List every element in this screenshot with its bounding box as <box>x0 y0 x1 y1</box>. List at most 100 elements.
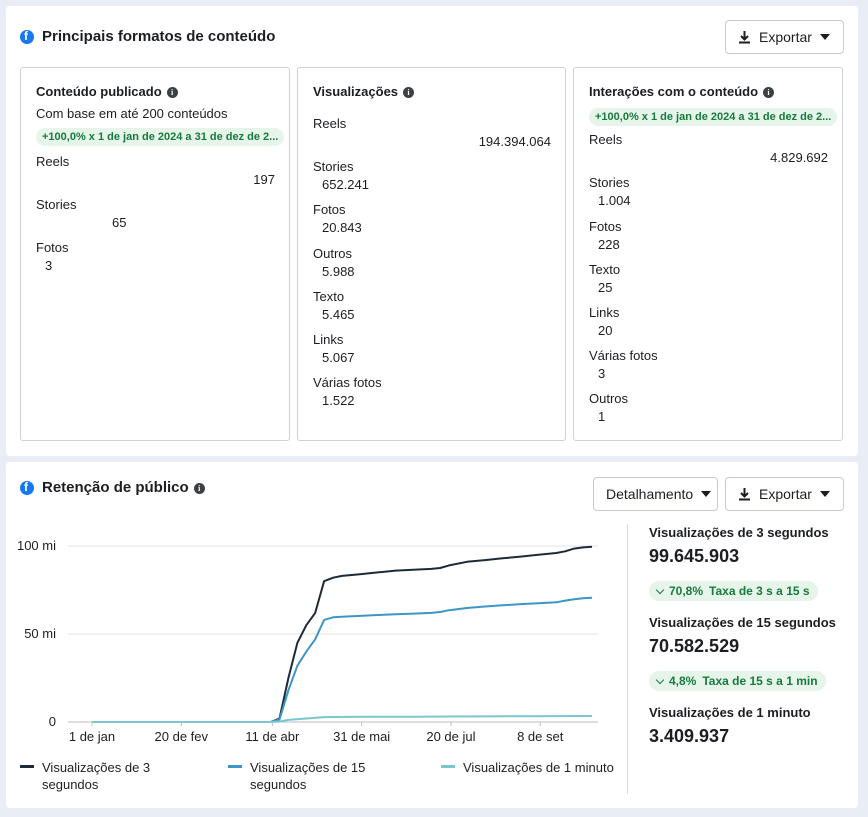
rate-percent: 4,8% <box>669 674 697 688</box>
breakdown-dropdown[interactable]: Detalhamento <box>593 477 718 511</box>
content-formats-card: Principais formatos de conteúdo Exportar… <box>6 6 858 456</box>
row-label: Stories <box>589 175 630 190</box>
rate-3s-15s-badge: 70,8% Taxa de 3 s a 15 s <box>649 581 818 601</box>
export-button[interactable]: Exportar <box>725 20 844 54</box>
row-value: 3 <box>598 366 606 381</box>
interactions-panel: Interações com o conteúdo i +100,0% x 1 d… <box>573 67 843 441</box>
comparison-badge: +100,0% x 1 de jan de 2024 a 31 de dez d… <box>36 128 285 146</box>
legend-swatch <box>441 765 455 768</box>
row-label: Stories <box>313 159 354 174</box>
export-button-label: Exportar <box>759 29 812 45</box>
row-label: Fotos <box>36 240 69 255</box>
x-tick-label: 8 de set <box>517 729 564 744</box>
row-value: 1 <box>598 409 606 424</box>
series-line-15s <box>92 596 593 723</box>
legend-label: Visualizações de 3 segundos <box>42 760 151 792</box>
legend-swatch <box>20 765 34 768</box>
download-icon <box>738 30 751 44</box>
row-label: Outros <box>589 391 629 406</box>
retention-line-chart: 0 50 mi 100 mi 1 de jan 20 de fev 11 de abr 31… <box>17 538 598 744</box>
chevron-down-icon <box>819 491 830 497</box>
x-tick-label: 31 de mai <box>333 729 390 744</box>
info-icon[interactable]: i <box>763 87 775 99</box>
row-value: 25 <box>598 280 613 295</box>
row-value: 1.522 <box>322 393 355 408</box>
series-line-3s <box>92 545 593 723</box>
x-tick-label: 20 de jul <box>426 729 475 744</box>
chevron-down-icon <box>655 675 665 684</box>
x-tick-label: 1 de jan <box>69 729 115 744</box>
views-1m-label: Visualizações de 1 minuto <box>649 705 811 720</box>
legend-label: Visualizações de 15 segundos <box>250 760 366 792</box>
export-button-label: Exportar <box>759 486 812 502</box>
row-value: 4.829.692 <box>770 150 828 165</box>
row-value: 5.465 <box>322 307 355 322</box>
info-icon[interactable]: i <box>403 87 415 99</box>
legend-label: Visualizações de 1 minuto <box>463 760 614 775</box>
chevron-down-icon <box>701 491 712 497</box>
download-icon <box>738 487 751 501</box>
row-label: Links <box>313 332 344 347</box>
comparison-badge: +100,0% x 1 de jan de 2024 a 31 de dez d… <box>589 108 838 126</box>
row-label: Reels <box>589 132 623 147</box>
chevron-down-icon <box>819 34 830 40</box>
published-content-panel: Conteúdo publicado i Com base em até 200 … <box>20 67 290 441</box>
rate-15s-1m-badge: 4,8% Taxa de 15 s a 1 min <box>649 671 826 691</box>
row-label: Várias fotos <box>313 375 382 390</box>
views-15s-value: 70.582.529 <box>649 636 740 656</box>
info-icon[interactable]: i <box>193 482 205 494</box>
row-value: 20 <box>598 323 613 338</box>
legend-item-15s: Visualizações de 15 segundos <box>228 759 418 793</box>
row-label: Stories <box>36 197 77 212</box>
content-formats-title: Principais formatos de conteúdo <box>42 28 276 45</box>
row-value: 5.067 <box>322 350 355 365</box>
y-tick-label: 100 mi <box>17 538 56 553</box>
views-3s-value: 99.645.903 <box>649 546 740 566</box>
row-value: 3 <box>45 258 53 273</box>
rate-percent: 70,8% <box>669 584 704 598</box>
row-value: 65 <box>112 215 127 230</box>
views-3s-label: Visualizações de 3 segundos <box>649 525 829 540</box>
row-label: Fotos <box>589 219 622 234</box>
legend-item-1m: Visualizações de 1 minuto <box>441 759 626 776</box>
row-value: 197 <box>253 172 275 187</box>
panel-title: Visualizações i <box>313 84 415 99</box>
panel-title: Conteúdo publicado i <box>36 84 178 99</box>
row-value: 1.004 <box>598 193 631 208</box>
content-formats-header: Principais formatos de conteúdo <box>20 28 275 45</box>
breakdown-label: Detalhamento <box>606 486 694 502</box>
rate-label: Taxa de 15 s a 1 min <box>702 674 818 688</box>
views-panel: Visualizações i Reels 194.394.064 Stories… <box>297 67 566 441</box>
views-1m-value: 3.409.937 <box>649 726 730 746</box>
facebook-icon <box>20 480 34 495</box>
row-label: Reels <box>36 154 70 169</box>
legend-swatch <box>228 765 242 768</box>
facebook-icon <box>20 29 34 44</box>
views-15s-label: Visualizações de 15 segundos <box>649 615 836 630</box>
retention-title: Retenção de público i <box>42 479 205 496</box>
x-tick-label: 11 de abr <box>245 729 300 744</box>
export-button[interactable]: Exportar <box>725 477 844 511</box>
vertical-divider <box>627 524 628 794</box>
row-label: Fotos <box>313 202 346 217</box>
info-icon[interactable]: i <box>166 87 178 99</box>
panel-title: Interações com o conteúdo i <box>589 84 775 99</box>
row-label: Várias fotos <box>589 348 658 363</box>
row-label: Reels <box>313 116 347 131</box>
panel-subtitle: Com base em até 200 conteúdos <box>36 106 228 121</box>
row-label: Texto <box>313 289 345 304</box>
x-tick-label: 20 de fev <box>155 729 209 744</box>
y-tick-label: 0 <box>49 714 56 729</box>
y-tick-label: 50 mi <box>24 626 56 641</box>
row-value: 5.988 <box>322 264 355 279</box>
legend-item-3s: Visualizações de 3 segundos <box>20 759 210 793</box>
series-line-1m <box>92 715 593 723</box>
chevron-down-icon <box>655 585 665 594</box>
rate-label: Taxa de 3 s a 15 s <box>709 584 810 598</box>
row-label: Links <box>589 305 620 320</box>
row-value: 20.843 <box>322 220 362 235</box>
row-value: 652.241 <box>322 177 369 192</box>
row-label: Texto <box>589 262 621 277</box>
